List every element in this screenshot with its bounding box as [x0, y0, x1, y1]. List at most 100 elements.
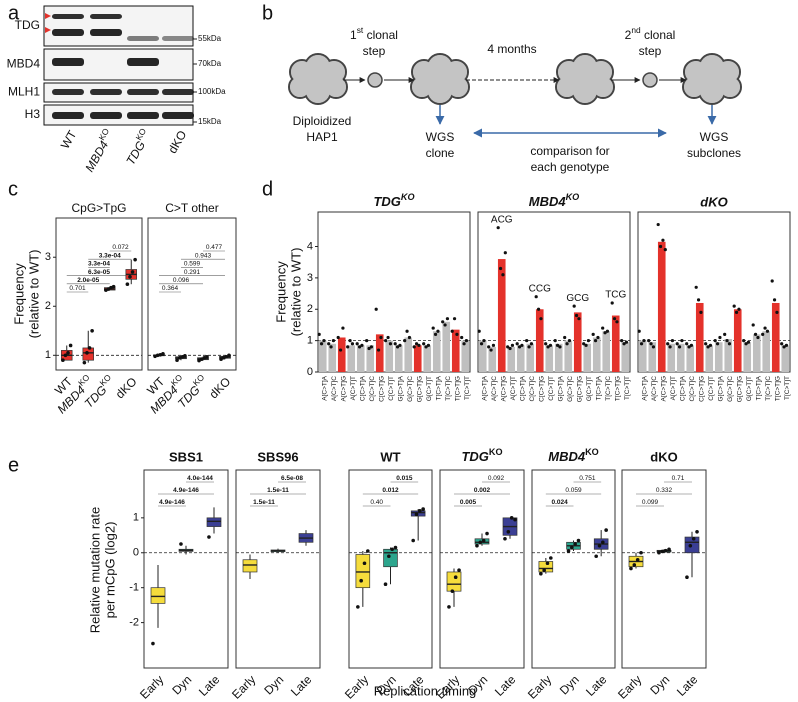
cell-cloud [696, 64, 728, 96]
data-point [694, 285, 698, 289]
data-point [558, 345, 562, 349]
blot-band [127, 89, 159, 95]
data-point [426, 343, 431, 347]
box [538, 561, 554, 573]
data-point [660, 549, 665, 554]
data-point [503, 251, 507, 255]
box [446, 571, 462, 592]
data-point [704, 342, 708, 346]
x-tick-label: Late [674, 672, 701, 699]
facet-title-base: TDG [461, 449, 488, 464]
bar [752, 334, 761, 372]
plot-frame [439, 469, 525, 669]
blot-band [127, 36, 159, 41]
data-point [591, 332, 595, 336]
data-point [453, 575, 458, 580]
data-point [457, 568, 461, 573]
interval-label: 4 months [487, 42, 536, 56]
bar [478, 340, 487, 372]
marker-label: 70kDa [198, 59, 222, 68]
x-tick-label: G[C>T]C [407, 376, 414, 402]
data-point [763, 326, 767, 330]
lane-label: dKO [165, 128, 189, 156]
bar-annotation: CCG [529, 283, 551, 294]
facet-title: TDGKO [373, 192, 414, 209]
data-point [782, 345, 786, 349]
data-point [411, 538, 415, 543]
single-cell [642, 72, 658, 88]
p-value: 0.291 [184, 269, 201, 276]
data-point [482, 339, 486, 343]
lane-label-base: MBD4 [82, 138, 111, 174]
data-point [398, 343, 402, 347]
data-point [219, 357, 223, 362]
bar [611, 315, 620, 372]
step-label: 2nd clonal [625, 25, 676, 42]
bar [404, 337, 413, 372]
data-point [725, 339, 729, 343]
y-axis-title: per mCpG (log2) [102, 522, 117, 619]
data-point [227, 353, 231, 358]
facet-title: dKO [650, 449, 677, 464]
data-point [462, 342, 466, 346]
bar [497, 259, 506, 372]
data-point [667, 547, 671, 552]
data-point [756, 335, 760, 340]
data-point [329, 345, 333, 349]
x-tick-label: C[C>T]A [519, 375, 526, 401]
bar [461, 340, 470, 372]
data-point [460, 335, 464, 340]
lane-label: TDGKO [121, 126, 155, 167]
step-label-part: clonal [363, 28, 398, 42]
data-point [501, 273, 505, 277]
bar [356, 345, 365, 372]
data-point [688, 543, 693, 548]
p-value: 0.024 [552, 499, 569, 506]
bar [423, 345, 432, 372]
bar [592, 337, 601, 372]
x-tick-label: Early [525, 672, 554, 701]
p-value: 0.099 [642, 499, 659, 506]
data-point [545, 561, 550, 566]
x-tick-label: A[C>T]G [340, 376, 347, 401]
data-point [534, 295, 538, 299]
blot-row-label: TDG [15, 18, 40, 32]
y-axis-title: (relative to WT) [26, 250, 41, 339]
data-point [477, 329, 481, 333]
x-tick-label: Late [288, 672, 315, 699]
x-tick-label: Dyn [261, 672, 286, 697]
bar [771, 302, 780, 372]
bar [318, 340, 327, 372]
x-tick-label: A[C>T]G [660, 376, 667, 401]
data-point [603, 331, 607, 335]
x-tick-label: T[C>T]C [605, 376, 612, 401]
box [206, 517, 222, 527]
data-point [485, 531, 489, 536]
p-value: 0.072 [112, 244, 129, 251]
bar [545, 345, 554, 372]
data-point [346, 345, 350, 349]
data-point [319, 342, 324, 346]
data-point [125, 282, 130, 286]
data-point [510, 343, 515, 347]
data-point [639, 550, 643, 555]
p-value: 0.40 [370, 499, 383, 506]
bar [743, 342, 752, 372]
data-point [549, 556, 553, 560]
x-tick-label: T[C>T]C [445, 376, 452, 401]
cell-cloud [569, 64, 601, 96]
data-point [723, 332, 727, 336]
data-point [685, 342, 689, 346]
data-point [417, 343, 421, 347]
y-tick-label: 1 [307, 335, 313, 347]
data-point [367, 346, 371, 351]
y-axis-title: Relative mutation rate [87, 507, 102, 633]
p-value: 0.096 [173, 277, 190, 284]
data-point [610, 301, 614, 305]
data-point [567, 339, 572, 343]
x-tick-label: T[C>T]G [774, 376, 781, 401]
data-point [639, 342, 644, 346]
data-point [379, 335, 383, 340]
data-point [183, 353, 187, 358]
data-point [542, 568, 546, 573]
